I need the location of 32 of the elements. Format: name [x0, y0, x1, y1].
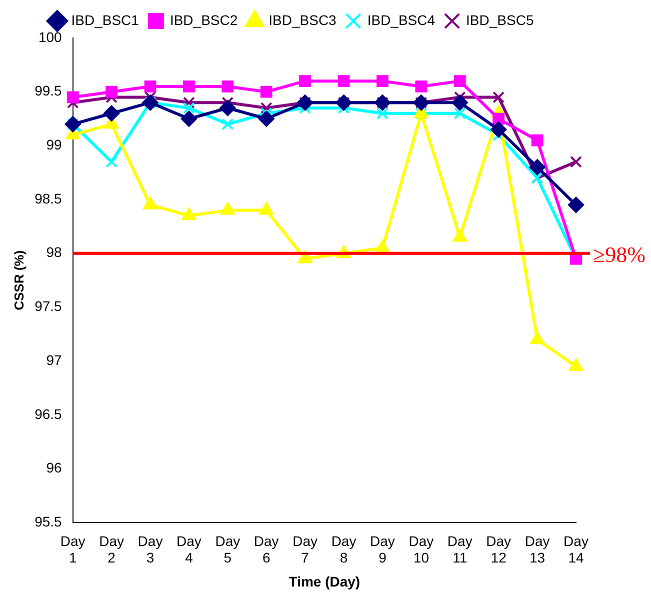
x-tick-label: Day 9	[370, 532, 395, 566]
x-tick-label: Day 7	[292, 532, 318, 566]
x-tick-label: Day 13	[524, 532, 550, 566]
y-tick-label: 100	[38, 28, 62, 45]
legend-label: IBD_BSC2	[170, 12, 238, 28]
legend-label: IBD_BSC4	[367, 12, 436, 28]
x-tick-label: Day 8	[331, 532, 356, 566]
y-tick-label: 97.5	[34, 298, 62, 314]
x-tick-label: Day 1	[60, 532, 86, 566]
legend-label: IBD_BSC5	[466, 12, 534, 28]
y-tick-label: 98	[46, 244, 62, 260]
x-tick-label: Day 4	[176, 532, 202, 566]
x-tick-label: Day 3	[138, 532, 163, 566]
y-tick-label: 97	[46, 352, 62, 368]
x-tick-label: Day 2	[99, 532, 124, 566]
x-tick-label: Day 12	[486, 532, 512, 566]
y-tick-label: 99	[46, 136, 62, 153]
y-tick-label: 96.5	[34, 406, 62, 422]
x-tick-label: Day 10	[408, 532, 434, 566]
y-tick-label: 96	[46, 460, 62, 476]
x-axis-title: Time (Day)	[288, 573, 360, 590]
x-tick-label: Day 14	[564, 532, 588, 566]
y-tick-label: 98.5	[34, 190, 62, 206]
y-tick-label: 99.5	[34, 82, 62, 99]
x-tick-label: Day 11	[447, 532, 472, 566]
y-tick-label: 95.5	[34, 513, 62, 530]
x-tick-label: Day 5	[215, 532, 240, 566]
x-tick-label: Day 6	[254, 532, 279, 566]
legend-label: IBD_BSC1	[71, 12, 140, 28]
y-axis-title: CSSR (%)	[11, 250, 26, 310]
ref-line-label: ≥98%	[593, 242, 646, 268]
legend-label: IBD_BSC3	[268, 12, 337, 28]
